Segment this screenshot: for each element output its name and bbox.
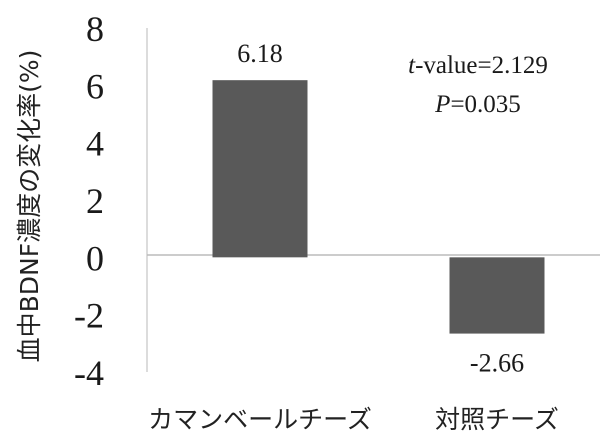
y-tick-labels: 8 6 4 2 0 -2 -4 [74, 9, 104, 393]
category-label: 対照チーズ [435, 405, 559, 434]
data-label: -2.66 [470, 349, 524, 378]
y-tick-label: 2 [86, 181, 104, 221]
bar [449, 257, 545, 334]
bar [212, 80, 308, 258]
category-labels: カマンベールチーズ 対照チーズ [148, 405, 559, 434]
t-symbol: t [408, 52, 416, 79]
category-label: カマンベールチーズ [148, 405, 372, 434]
t-value-annotation: t-value=2.129 [408, 52, 548, 79]
y-tick-label: 4 [86, 124, 104, 164]
y-tick-label: 8 [86, 9, 104, 49]
t-value-text: -value=2.129 [415, 52, 548, 79]
data-label: 6.18 [237, 39, 283, 68]
y-axis-label: 血中BDNF濃度の変化率(%) [15, 50, 44, 363]
y-tick-label: -2 [74, 296, 104, 336]
bars-group [212, 80, 545, 334]
y-tick-label: 0 [86, 238, 104, 278]
p-value-text: =0.035 [450, 91, 520, 118]
p-value-annotation: P=0.035 [434, 91, 521, 118]
data-labels: 6.18 -2.66 [237, 39, 524, 377]
y-tick-label: 6 [86, 66, 104, 106]
y-tick-label: -4 [74, 353, 104, 393]
p-symbol: P [434, 91, 450, 118]
